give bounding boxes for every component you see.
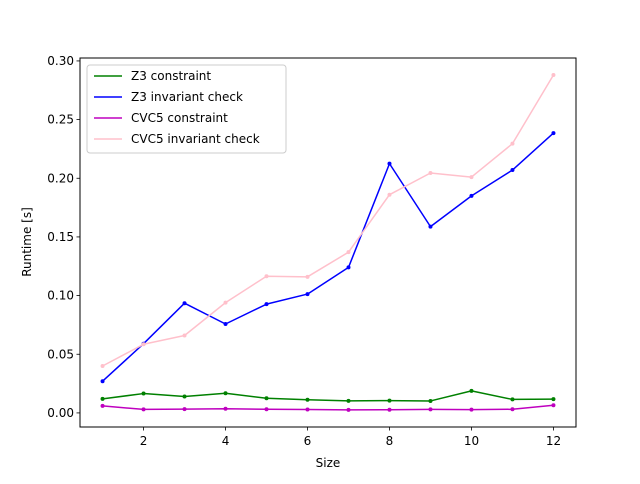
series-3-point — [510, 141, 515, 146]
series-3-point — [551, 73, 556, 78]
series-3-point — [100, 363, 105, 368]
legend-frame — [86, 64, 287, 154]
legend-label: Z3 constraint — [131, 69, 211, 83]
y-tick-label: 0.05 — [47, 347, 74, 361]
series-2-point — [264, 407, 269, 412]
series-0-point — [469, 388, 474, 393]
y-tick-label: 0.00 — [47, 406, 74, 420]
series-1-point — [264, 302, 269, 307]
y-tick-label: 0.15 — [47, 230, 74, 244]
y-axis-label: Runtime [s] — [20, 207, 34, 277]
series-0-point — [264, 396, 269, 401]
series-0-point — [100, 396, 105, 401]
y-tick-label: 0.25 — [47, 113, 74, 127]
series-0-point — [182, 394, 187, 399]
series-3-point — [428, 170, 433, 175]
series-3-point — [223, 300, 228, 305]
series-1-point — [100, 379, 105, 384]
x-tick-label: 6 — [304, 434, 312, 448]
series-line-0 — [102, 390, 554, 402]
legend-label: CVC5 invariant check — [131, 132, 260, 146]
x-axis-label: Size — [316, 456, 341, 470]
series-line-3 — [102, 74, 555, 367]
series-0-point — [551, 397, 556, 402]
series-0-point — [387, 398, 392, 403]
x-tick-label: 4 — [222, 434, 230, 448]
y-axis-ticks: 0.00 0.05 0.10 0.15 0.20 0.25 0.30 — [47, 54, 80, 420]
series-2-point — [428, 407, 433, 412]
series-0-point — [141, 391, 146, 396]
series-3-point — [469, 175, 474, 180]
series-1-point — [223, 321, 228, 326]
series-2-point — [510, 407, 515, 412]
x-tick-label: 10 — [464, 434, 479, 448]
x-tick-label: 8 — [386, 434, 394, 448]
x-tick-label: 2 — [140, 434, 148, 448]
legend-label: CVC5 constraint — [131, 111, 228, 125]
series-line-1 — [102, 132, 554, 382]
series-line-2 — [102, 404, 554, 411]
series-1-point — [346, 265, 351, 270]
series-3-point — [182, 333, 187, 338]
x-tick-label: 12 — [546, 434, 561, 448]
series-2-point — [387, 407, 392, 412]
series-3-point — [141, 342, 146, 347]
series-3-point — [305, 274, 310, 279]
series-0-point — [510, 397, 515, 402]
series-3-point — [387, 192, 392, 197]
series-2-point — [305, 407, 310, 412]
series-2-point — [346, 407, 351, 412]
series-2-point — [100, 403, 105, 408]
series-1-point — [510, 168, 515, 173]
y-tick-label: 0.10 — [47, 289, 74, 303]
plot-marks — [100, 73, 556, 412]
series-2-point — [469, 407, 474, 412]
series-1-point — [551, 131, 556, 136]
x-axis-ticks: 2 4 6 8 10 12 — [140, 427, 561, 448]
legend: Z3 constraint Z3 invariant check CVC5 cons… — [86, 64, 287, 154]
series-0-point — [223, 391, 228, 396]
series-1-point — [305, 292, 310, 297]
series-1-point — [428, 224, 433, 229]
series-3-point — [264, 274, 269, 279]
series-1-point — [182, 301, 187, 306]
series-0-point — [346, 398, 351, 403]
series-0-point — [305, 397, 310, 402]
plot-frame — [79, 57, 577, 428]
legend-label: Z3 invariant check — [131, 90, 243, 104]
series-2-point — [141, 407, 146, 412]
y-tick-label: 0.20 — [47, 171, 74, 185]
y-tick-label: 0.30 — [47, 54, 74, 68]
series-3-point — [346, 250, 351, 255]
series-1-point — [469, 193, 474, 198]
series-2-point — [551, 403, 556, 408]
series-0-point — [428, 398, 433, 403]
series-2-point — [223, 406, 228, 411]
series-1-point — [387, 161, 392, 166]
series-2-point — [182, 407, 187, 412]
